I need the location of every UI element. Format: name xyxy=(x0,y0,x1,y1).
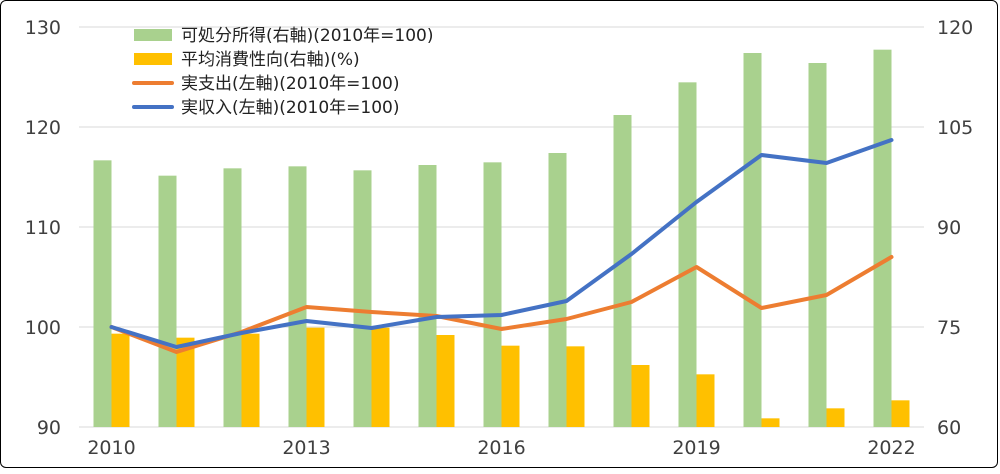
x-axis-tick: 2013 xyxy=(282,437,330,459)
bar xyxy=(288,166,307,428)
bar xyxy=(501,345,520,427)
bar xyxy=(743,53,762,427)
left-axis-tick: 90 xyxy=(37,417,61,439)
legend-label: 実支出(左軸)(2010年=100) xyxy=(181,74,400,94)
bar xyxy=(93,160,112,428)
x-axis-tick: 2010 xyxy=(87,437,135,459)
legend-swatch xyxy=(134,53,172,65)
legend-label: 平均消費性向(右軸)(%) xyxy=(181,50,360,70)
left-axis-tick: 110 xyxy=(25,217,61,239)
bar xyxy=(826,408,845,427)
bar xyxy=(483,162,502,428)
bar xyxy=(808,63,827,427)
bar xyxy=(613,115,632,427)
bar xyxy=(176,337,195,427)
legend-label: 可処分所得(右軸)(2010年=100) xyxy=(181,26,434,46)
tick-labels: 90 100 110 120 130 60 75 90 105 120 2010 2013 2016 20… xyxy=(25,17,974,459)
x-axis-tick: 2022 xyxy=(867,437,915,459)
bars xyxy=(93,49,910,428)
bar xyxy=(696,374,715,427)
right-axis-tick: 60 xyxy=(937,417,961,439)
series-line xyxy=(109,138,894,349)
bar xyxy=(761,418,780,427)
legend-swatch xyxy=(134,29,172,41)
right-axis-tick: 120 xyxy=(937,17,973,39)
bar xyxy=(223,168,242,428)
bar xyxy=(436,335,455,427)
right-axis-tick: 105 xyxy=(937,117,973,139)
bar xyxy=(548,153,567,427)
lines xyxy=(109,138,894,354)
left-axis-tick: 100 xyxy=(25,317,61,339)
bar xyxy=(111,333,130,427)
bar xyxy=(891,400,910,427)
bar xyxy=(631,365,650,427)
bar xyxy=(158,175,177,427)
bar xyxy=(873,49,892,428)
bar xyxy=(306,327,325,427)
right-axis-tick: 90 xyxy=(937,217,961,239)
legend: 可処分所得(右軸)(2010年=100) 平均消費性向(右軸)(%) 実支出(左軸)… xyxy=(132,26,434,118)
bar xyxy=(371,327,390,427)
bar xyxy=(678,82,697,427)
left-axis-tick: 130 xyxy=(25,17,61,39)
left-axis-tick: 120 xyxy=(25,117,61,139)
bar xyxy=(418,165,437,427)
right-axis-tick: 75 xyxy=(937,317,961,339)
bar xyxy=(353,170,372,428)
x-axis-tick: 2019 xyxy=(672,437,720,459)
legend-label: 実収入(左軸)(2010年=100) xyxy=(181,98,400,118)
x-axis-tick: 2016 xyxy=(477,437,525,459)
bar xyxy=(241,333,260,427)
bar xyxy=(566,346,585,427)
